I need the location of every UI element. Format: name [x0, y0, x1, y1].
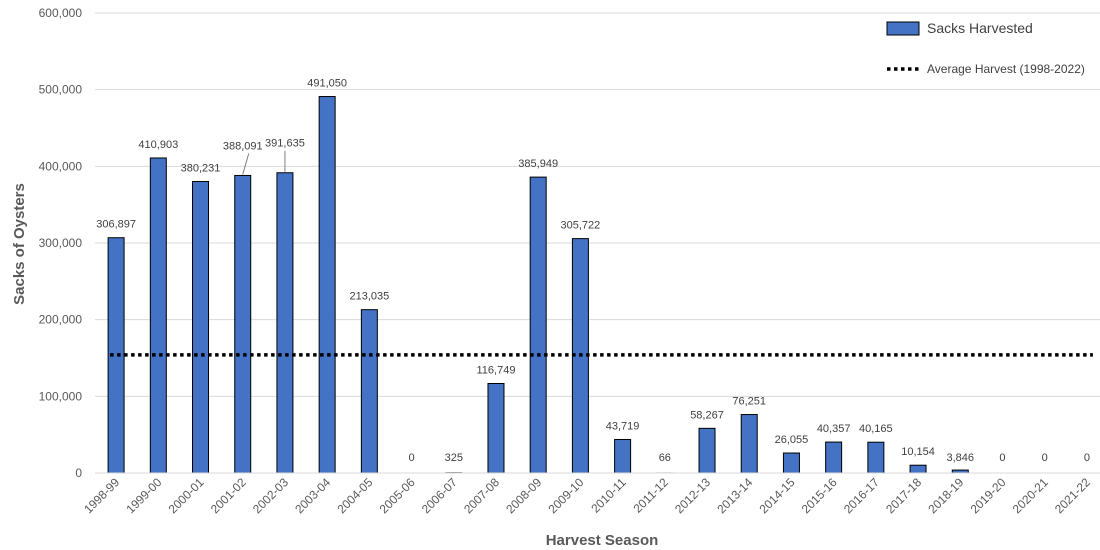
- x-tick-label: 2001-02: [208, 475, 249, 516]
- x-tick-label: 2000-01: [166, 475, 207, 516]
- x-tick-label: 2004-05: [334, 475, 375, 516]
- x-tick-label: 2009-10: [545, 475, 586, 516]
- data-label: 380,231: [181, 162, 221, 174]
- data-label: 385,949: [518, 158, 558, 170]
- y-axis-title: Sacks of Oysters: [11, 183, 28, 305]
- x-tick-label: 2011-12: [631, 475, 672, 516]
- leader-line: [242, 153, 250, 175]
- data-label: 491,050: [307, 78, 347, 90]
- bar: [487, 382, 505, 474]
- bar: [698, 427, 716, 474]
- x-tick-label: 1999-00: [123, 475, 164, 516]
- y-tick-label: 500,000: [39, 83, 83, 97]
- bar: [318, 96, 336, 474]
- x-tick-label: 2017-18: [883, 475, 924, 516]
- x-tick-label: 2020-21: [1010, 475, 1051, 516]
- data-label: 325: [445, 452, 463, 464]
- data-label: 3,846: [947, 452, 975, 464]
- x-tick-label: 2006-07: [419, 475, 460, 516]
- x-axis-title: Harvest Season: [546, 532, 659, 549]
- bar: [825, 441, 843, 474]
- y-axis-ticks: 0 100,000 200,000 300,000 400,000 500,000 600,…: [39, 6, 83, 480]
- data-label: 40,165: [859, 423, 893, 435]
- data-label: 0: [999, 452, 1005, 464]
- x-tick-label: 2003-04: [292, 475, 333, 516]
- bar: [740, 414, 758, 474]
- x-tick-label: 2014-15: [757, 475, 798, 516]
- data-label: 410,903: [138, 139, 178, 151]
- data-label: 10,154: [901, 446, 935, 458]
- gridlines: [95, 12, 1100, 397]
- y-tick-label: 200,000: [39, 313, 83, 327]
- bar: [614, 438, 632, 474]
- data-label: 26,055: [775, 434, 809, 446]
- legend-swatch-bars: [886, 21, 920, 36]
- x-tick-label: 2018-19: [925, 475, 966, 516]
- x-tick-label: 2010-11: [588, 475, 629, 516]
- legend: Sacks Harvested Average Harvest (1998-20…: [886, 20, 1085, 76]
- x-tick-label: 2007-08: [461, 475, 502, 516]
- data-label: 388,091: [223, 140, 263, 152]
- x-tick-label: 2016-17: [841, 475, 882, 516]
- bar: [867, 441, 885, 474]
- data-label: 0: [1084, 452, 1090, 464]
- x-tick-label: 2008-09: [503, 475, 544, 516]
- bar: [782, 452, 800, 474]
- data-label: 213,035: [349, 291, 389, 303]
- data-label: 391,635: [265, 138, 305, 150]
- legend-label-average: Average Harvest (1998-2022): [927, 62, 1085, 76]
- data-label: 0: [409, 452, 415, 464]
- x-tick-label: 2013-14: [714, 475, 755, 516]
- x-tick-label: 2012-13: [672, 475, 713, 516]
- bar: [529, 176, 547, 474]
- data-label: 306,897: [96, 219, 136, 231]
- data-label: 305,722: [561, 220, 601, 232]
- x-tick-label: 2015-16: [799, 475, 840, 516]
- leader-lines: [242, 150, 286, 175]
- x-tick-label: 1998-99: [81, 475, 122, 516]
- data-label: 66: [659, 452, 671, 464]
- data-label: 43,719: [606, 420, 640, 432]
- x-tick-label: 2021-22: [1052, 475, 1093, 516]
- x-tick-label: 2019-20: [968, 475, 1009, 516]
- y-tick-label: 300,000: [39, 236, 83, 250]
- y-tick-label: 0: [75, 466, 82, 480]
- y-tick-label: 400,000: [39, 159, 83, 173]
- bar: [149, 157, 167, 474]
- data-label: 58,267: [690, 409, 724, 421]
- bar: [234, 174, 252, 474]
- bar: [276, 172, 294, 474]
- x-tick-label: 2002-03: [250, 475, 291, 516]
- bar: [909, 464, 927, 474]
- y-tick-label: 100,000: [39, 389, 83, 403]
- data-label: 0: [1042, 452, 1048, 464]
- bars: [107, 96, 969, 474]
- x-tick-label: 2005-06: [377, 475, 418, 516]
- legend-label-bars: Sacks Harvested: [927, 20, 1033, 36]
- data-label: 76,251: [732, 396, 766, 408]
- y-tick-label: 600,000: [39, 6, 83, 20]
- x-axis-ticks: 1998-99 1999-00 2000-01 2001-02 2002-03 2003-…: [81, 475, 1093, 516]
- bar: [192, 180, 210, 474]
- bar: [360, 309, 378, 474]
- data-label: 40,357: [817, 423, 851, 435]
- data-label: 116,749: [477, 364, 516, 376]
